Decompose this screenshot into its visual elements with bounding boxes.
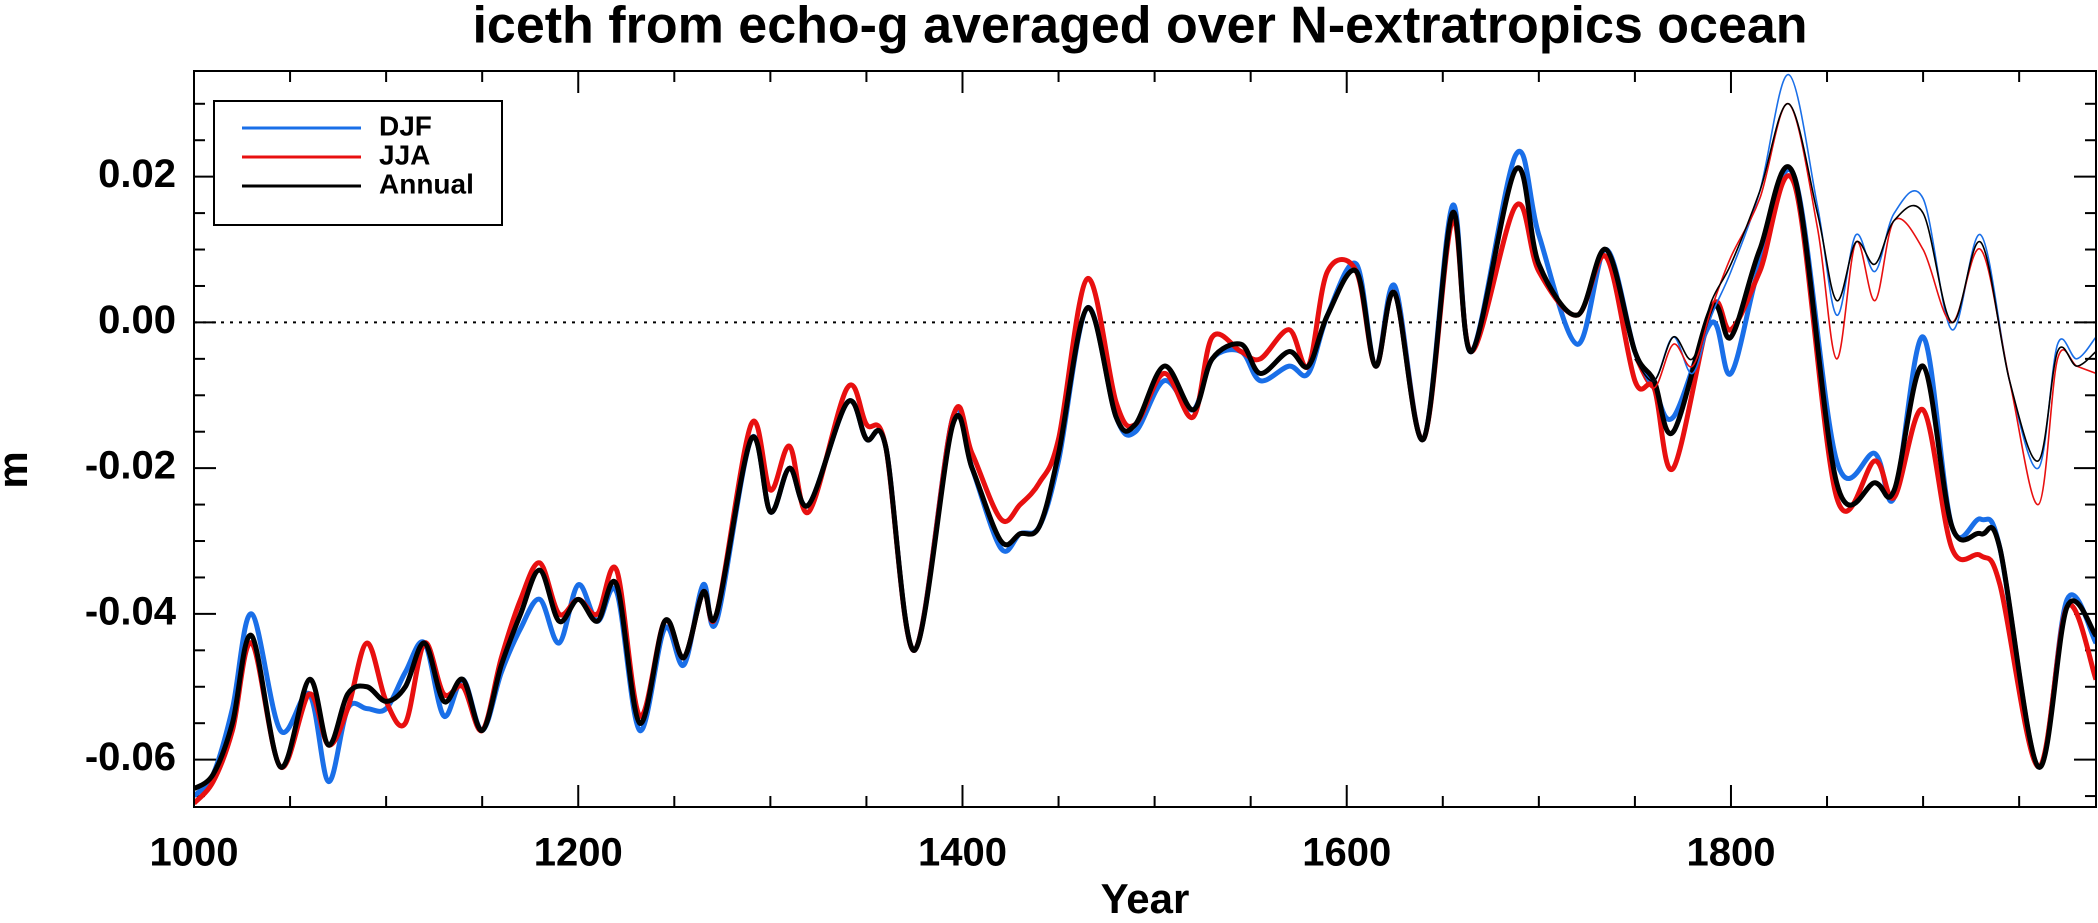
y-tick-label: -0.04 bbox=[85, 589, 177, 633]
x-tick-label: 1000 bbox=[150, 831, 239, 875]
series-line bbox=[1634, 73, 2096, 470]
series-line bbox=[1634, 102, 2096, 462]
plot-frame bbox=[193, 70, 2097, 808]
x-tick-label: 1600 bbox=[1302, 831, 1391, 875]
x-tick-label: 1200 bbox=[534, 831, 623, 875]
series-line bbox=[194, 149, 2096, 798]
y-tick-label: -0.06 bbox=[85, 735, 176, 779]
x-axis-label: Year bbox=[1101, 875, 1190, 922]
series-line bbox=[194, 164, 2096, 791]
legend-label: JJA bbox=[379, 139, 430, 170]
y-tick-label: -0.02 bbox=[85, 444, 176, 488]
y-axis-label: m bbox=[0, 451, 36, 488]
legend-label: DJF bbox=[379, 110, 432, 141]
legend-box bbox=[213, 100, 503, 226]
x-tick-label: 1800 bbox=[1686, 831, 1775, 875]
x-tick-label: 1400 bbox=[918, 831, 1007, 875]
chart-title: iceth from echo-g averaged over N-extrat… bbox=[472, 0, 1807, 55]
y-tick-label: 0.02 bbox=[98, 152, 176, 196]
legend-label: Annual bbox=[379, 168, 474, 199]
y-tick-label: 0.00 bbox=[98, 298, 176, 342]
series-line bbox=[1634, 102, 2096, 506]
